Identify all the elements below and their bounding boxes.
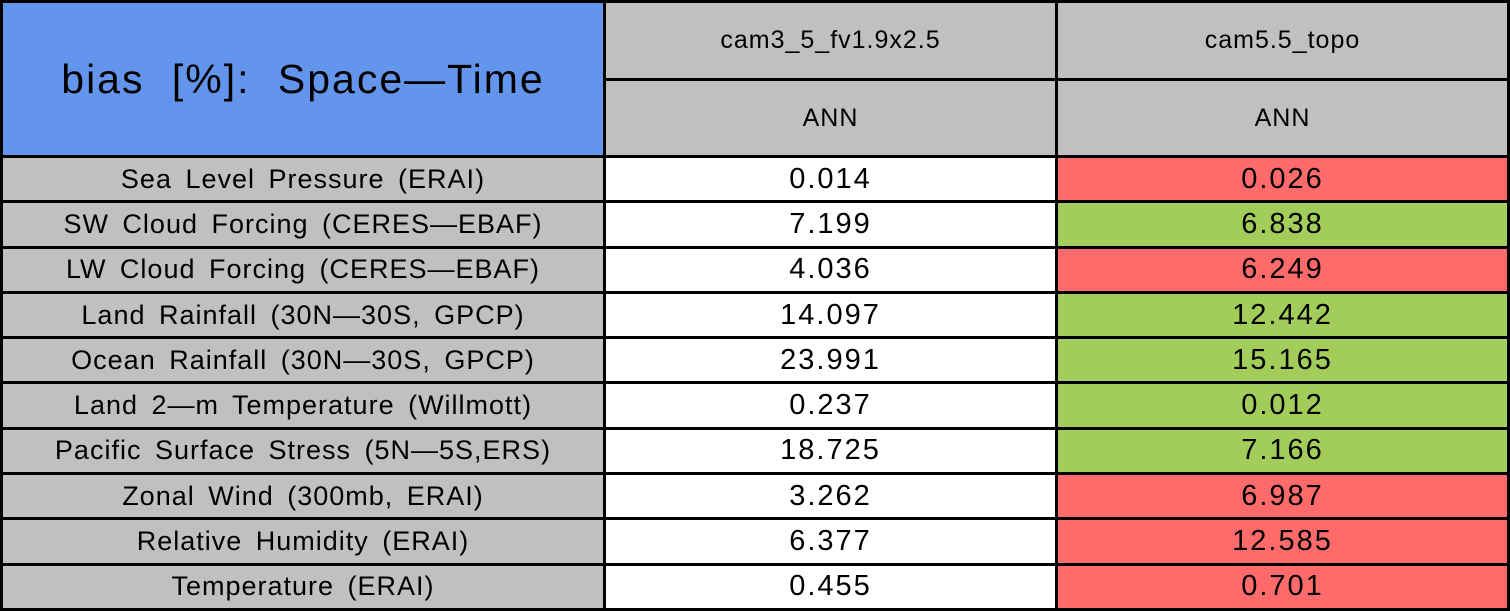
column-subheader-season-1: ANN: [606, 81, 1055, 155]
column-subheader-season-2: ANN: [1058, 81, 1507, 155]
value-cell: 0.012: [1058, 384, 1507, 427]
value-cell: 7.166: [1058, 429, 1507, 473]
value-cell: 6.838: [1058, 203, 1507, 246]
value-cell: 6.249: [1058, 248, 1507, 291]
column-header-model-1: cam3_5_fv1.9x2.5: [606, 3, 1055, 78]
value-cell: 15.165: [1058, 339, 1507, 382]
row-label: Pacific Surface Stress (5N—5S,ERS): [3, 429, 603, 473]
column-header-model-2: cam5.5_topo: [1058, 3, 1507, 78]
row-label: Temperature (ERAI): [3, 565, 603, 608]
row-label: Land Rainfall (30N—30S, GPCP): [3, 293, 603, 337]
value-cell: 23.991: [606, 339, 1055, 382]
value-cell: 0.701: [1058, 565, 1507, 608]
value-cell: 14.097: [606, 293, 1055, 337]
value-cell: 3.262: [606, 475, 1055, 518]
row-label: Sea Level Pressure (ERAI): [3, 158, 603, 201]
value-cell: 0.026: [1058, 158, 1507, 201]
value-cell: 12.442: [1058, 293, 1507, 337]
row-label: SW Cloud Forcing (CERES—EBAF): [3, 203, 603, 246]
row-label: Zonal Wind (300mb, ERAI): [3, 475, 603, 518]
row-label: Ocean Rainfall (30N—30S, GPCP): [3, 339, 603, 382]
value-cell: 7.199: [606, 203, 1055, 246]
row-label: Relative Humidity (ERAI): [3, 520, 603, 563]
value-cell: 0.237: [606, 384, 1055, 427]
table-title: bias [%]: Space—Time: [3, 3, 603, 155]
row-label: Land 2—m Temperature (Willmott): [3, 384, 603, 427]
value-cell: 6.377: [606, 520, 1055, 563]
value-cell: 0.455: [606, 565, 1055, 608]
value-cell: 6.987: [1058, 475, 1507, 518]
value-cell: 4.036: [606, 248, 1055, 291]
row-label: LW Cloud Forcing (CERES—EBAF): [3, 248, 603, 291]
value-cell: 18.725: [606, 429, 1055, 473]
value-cell: 12.585: [1058, 520, 1507, 563]
value-cell: 0.014: [606, 158, 1055, 201]
